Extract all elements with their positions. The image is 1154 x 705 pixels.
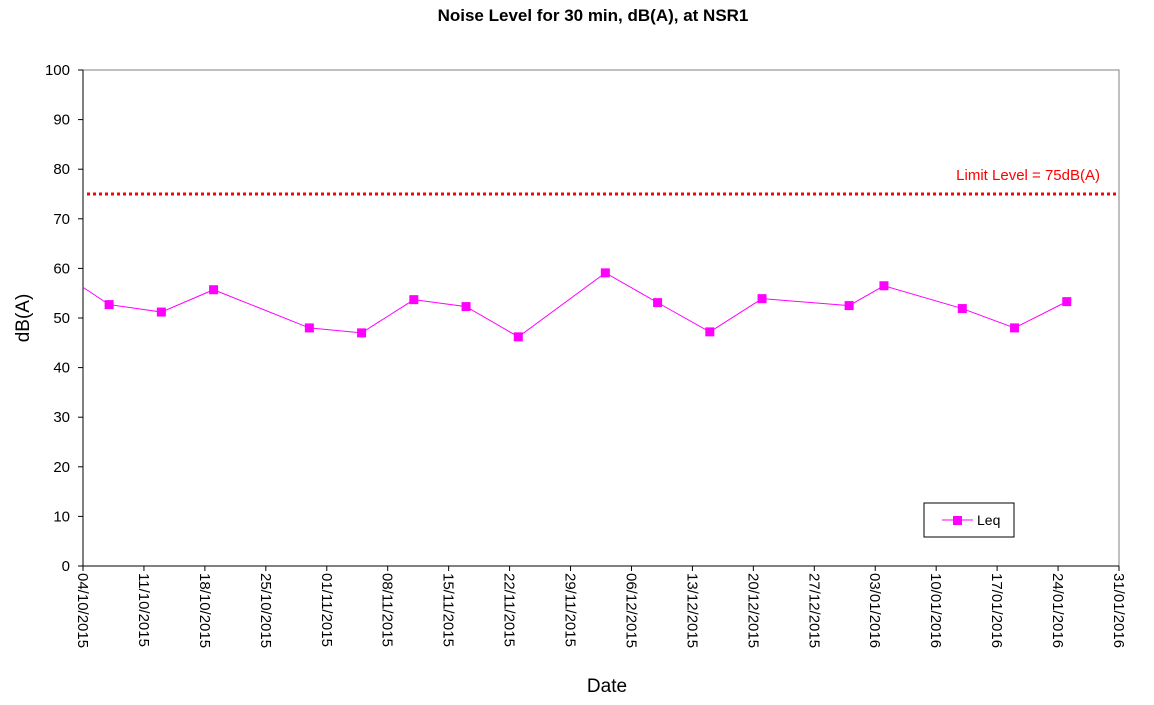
y-tick-label: 40 [53, 360, 70, 377]
x-tick-label: 22/11/2015 [501, 573, 518, 647]
x-tick-label: 31/01/2016 [1110, 573, 1127, 648]
x-tick-label: 17/01/2016 [988, 573, 1005, 648]
data-point [409, 295, 419, 305]
data-point [461, 302, 471, 312]
x-tick-label: 10/01/2016 [927, 573, 944, 648]
x-tick-label: 06/12/2015 [622, 573, 639, 648]
data-point [209, 285, 219, 295]
chart-title: Noise Level for 30 min, dB(A), at NSR1 [438, 6, 749, 25]
data-point [1062, 297, 1072, 307]
data-point [156, 307, 166, 317]
plot-area [82, 69, 1120, 567]
limit-label: Limit Level = 75dB(A) [956, 167, 1100, 184]
x-tick-label: 24/01/2016 [1049, 573, 1066, 648]
x-axis-label: Date [587, 676, 627, 697]
data-point [957, 304, 967, 314]
data-point [844, 301, 854, 311]
x-tick-label: 01/11/2015 [318, 573, 335, 647]
data-point [304, 323, 314, 333]
y-tick-label: 20 [53, 459, 70, 476]
x-tick-label: 08/11/2015 [379, 573, 396, 647]
y-tick-label: 100 [45, 62, 70, 79]
data-point [879, 281, 889, 291]
data-point [705, 327, 715, 337]
legend: Leq [923, 502, 1015, 538]
x-tick-label: 13/12/2015 [683, 573, 700, 648]
y-axis: 0 10 20 30 40 50 60 70 80 90 100 [45, 62, 83, 575]
x-tick-label: 18/10/2015 [196, 573, 213, 648]
y-tick-label: 0 [62, 558, 70, 575]
y-tick-label: 70 [53, 211, 70, 228]
data-point [600, 268, 610, 278]
x-tick-label: 29/11/2015 [562, 573, 579, 647]
x-tick-label: 04/10/2015 [74, 573, 91, 648]
data-point [1010, 323, 1020, 333]
y-tick-label: 30 [53, 409, 70, 426]
x-tick-label: 27/12/2015 [805, 573, 822, 648]
y-tick-label: 60 [53, 260, 70, 277]
legend-marker-swatch [953, 516, 962, 525]
series-layer [82, 268, 1072, 342]
x-tick-label: 15/11/2015 [440, 573, 457, 647]
data-point [357, 328, 367, 338]
y-tick-label: 90 [53, 112, 70, 129]
legend-label-leq: Leq [977, 512, 1000, 528]
x-axis: 04/10/2015 11/10/2015 18/10/2015 25/10/2015… [74, 566, 1127, 648]
x-tick-label: 11/10/2015 [135, 573, 152, 647]
data-point [104, 300, 114, 310]
x-tick-label: 25/10/2015 [257, 573, 274, 648]
y-tick-label: 10 [53, 508, 70, 525]
y-tick-label: 50 [53, 310, 70, 327]
data-point [653, 298, 663, 308]
x-tick-label: 20/12/2015 [744, 573, 761, 648]
data-point [757, 294, 767, 304]
data-point [513, 332, 523, 342]
y-axis-label: dB(A) [13, 294, 34, 343]
y-tick-label: 80 [53, 161, 70, 178]
x-tick-label: 03/01/2016 [866, 573, 883, 648]
